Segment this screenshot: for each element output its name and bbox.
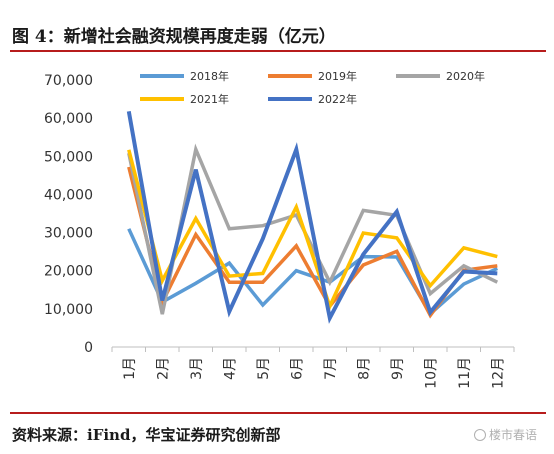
x-axis: 1月 2月 3月 4月 5月 6月 7月 8月 9月 10月 11月 12月 <box>111 346 515 389</box>
x-tick-label: 5月 <box>256 357 272 380</box>
x-tick-label: 10月 <box>423 357 439 389</box>
y-tick-label: 10,000 <box>44 302 93 318</box>
y-tick-label: 0 <box>84 340 93 356</box>
legend-label: 2018年 <box>190 69 229 83</box>
legend-label: 2019年 <box>318 69 357 83</box>
watermark-icon <box>474 428 486 441</box>
series-line-2 <box>127 143 499 315</box>
legend: 2018年 2019年 2020年 2021年 2022年 <box>140 69 485 106</box>
legend-label: 2020年 <box>446 69 485 83</box>
y-tick-label: 20,000 <box>44 264 93 280</box>
x-tick-label: 12月 <box>490 357 506 389</box>
x-tick-label: 6月 <box>289 357 305 380</box>
watermark: 楼市春语 <box>474 426 537 443</box>
watermark-text: 楼市春语 <box>489 428 538 442</box>
y-tick-label: 70,000 <box>44 73 93 89</box>
x-tick-label: 1月 <box>122 357 138 380</box>
source-note: 资料来源：iFind，华宝证券研究创新部 <box>12 426 281 444</box>
legend-label: 2022年 <box>318 92 357 106</box>
y-axis: 0 10,000 20,000 30,000 40,000 50,000 60,000 70,… <box>44 73 93 356</box>
series-lines <box>126 110 499 324</box>
series-line-4 <box>126 110 498 324</box>
y-tick-label: 30,000 <box>44 226 93 242</box>
x-tick-label: 3月 <box>189 357 205 380</box>
x-tick-label: 11月 <box>457 357 473 389</box>
x-tick-label: 7月 <box>323 357 339 380</box>
series-line-3 <box>127 149 498 311</box>
y-tick-label: 60,000 <box>44 111 93 127</box>
title-divider <box>10 50 546 52</box>
x-tick-label: 4月 <box>222 357 238 380</box>
x-tick-label: 2月 <box>155 357 171 380</box>
x-tick-label: 8月 <box>356 357 372 380</box>
legend-label: 2021年 <box>190 92 229 106</box>
y-tick-label: 50,000 <box>44 149 93 165</box>
y-tick-label: 40,000 <box>44 187 93 203</box>
source-divider <box>10 412 546 414</box>
x-tick-label: 9月 <box>390 357 406 380</box>
chart-title: 图 4：新增社会融资规模再度走弱（亿元） <box>12 27 336 47</box>
